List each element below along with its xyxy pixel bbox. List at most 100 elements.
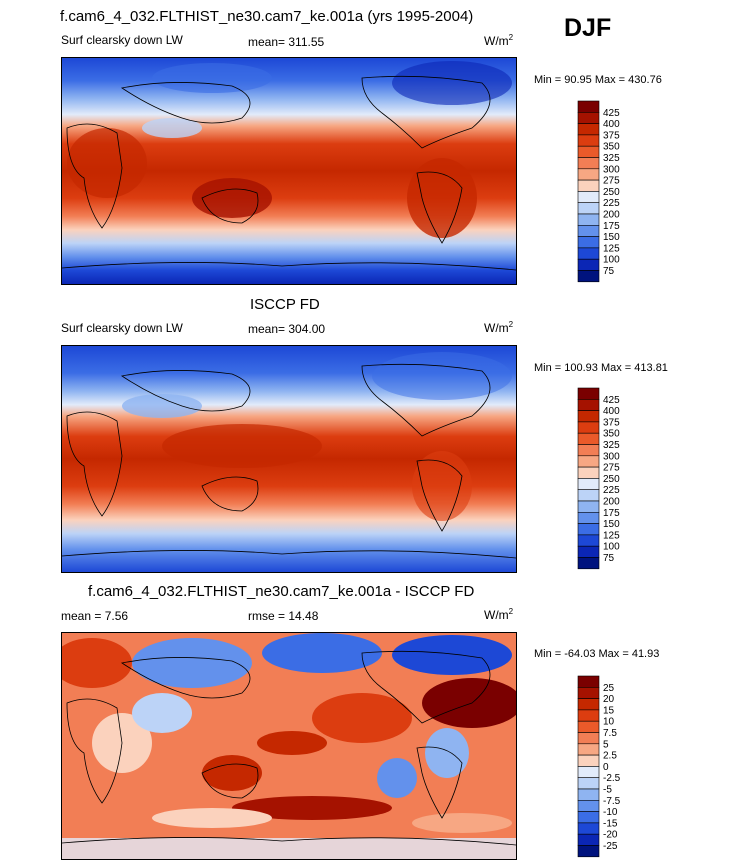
panel-2-colorbar-svg: 4254003753503253002752502252001751501251… (577, 387, 620, 570)
panel-3-minmax: Min = -64.03 Max = 41.93 (534, 648, 660, 660)
colorbar-swatch (577, 202, 600, 215)
colorbar-tick-label: 300 (603, 451, 620, 462)
colorbar-swatch (577, 145, 600, 158)
colorbar-swatch (577, 698, 600, 711)
colorbar-swatch (577, 455, 600, 468)
colorbar-swatch (577, 112, 600, 124)
colorbar-tick-label: 75 (603, 553, 615, 564)
colorbar-tick-label: -2.5 (603, 773, 621, 784)
colorbar-tick-label: -5 (603, 785, 612, 796)
panel-3-units: W/m2 (484, 607, 514, 622)
colorbar-tick-label: 2.5 (603, 751, 617, 762)
colorbar-swatch (577, 213, 600, 226)
colorbar-tick-label: 250 (603, 187, 620, 198)
colorbar-tick-label: 425 (603, 108, 620, 119)
panel-3-map (61, 632, 517, 860)
colorbar-tick-label: 7.5 (603, 728, 617, 739)
colorbar-tick-label: 125 (603, 243, 620, 254)
colorbar-swatch (577, 811, 600, 824)
panel-3-rmse: rmse = 14.48 (248, 609, 319, 623)
colorbar-swatch (577, 410, 600, 423)
panel-1-units: W/m2 (484, 33, 514, 48)
colorbar-swatch (577, 833, 600, 846)
colorbar-swatch (577, 168, 600, 181)
colorbar-tick-label: 10 (603, 717, 615, 728)
colorbar-swatch (577, 123, 600, 136)
colorbar-tick-label: 300 (603, 164, 620, 175)
colorbar-swatch (577, 500, 600, 513)
panel-1-variable: Surf clearsky down LW (61, 33, 183, 47)
panel-2-minmax: Min = 100.93 Max = 413.81 (534, 362, 668, 374)
panel-3-map-svg (62, 633, 516, 859)
colorbar-tick-label: 175 (603, 221, 620, 232)
panel-2-colorbar: 425 400 375 350 325 300 275 250 225 200 175 150 125 1… (577, 387, 638, 576)
colorbar-tick-label: 350 (603, 142, 620, 153)
colorbar-tick-label: 200 (603, 210, 620, 221)
season-label: DJF (564, 14, 612, 42)
colorbar-swatch (577, 387, 600, 400)
colorbar-swatch (577, 675, 600, 688)
panel-1-minmax: Min = 90.95 Max = 430.76 (534, 74, 662, 86)
colorbar-swatch (577, 687, 600, 699)
panel-2-variable: Surf clearsky down LW (61, 321, 183, 335)
colorbar-swatch (577, 100, 600, 113)
colorbar-tick-label: 375 (603, 130, 620, 141)
colorbar-tick-label: 100 (603, 255, 620, 266)
panel-1-colorbar: 425 400 375 350 325 300 275 250 225 200 175 150 125 1… (577, 100, 638, 289)
panel-1-map-svg (62, 58, 516, 284)
colorbar-swatch (577, 720, 600, 733)
colorbar-tick-label: 15 (603, 705, 615, 716)
colorbar-swatch (577, 466, 600, 479)
colorbar-tick-label: -20 (603, 830, 618, 841)
colorbar-tick-label: 375 (603, 417, 620, 428)
panel-2-map-svg (62, 346, 516, 572)
panel-3-title: f.cam6_4_032.FLTHIST_ne30.cam7_ke.001a -… (88, 583, 475, 600)
colorbar-tick-label: -7.5 (603, 796, 621, 807)
colorbar-swatch (577, 444, 600, 457)
colorbar-swatch (577, 179, 600, 192)
colorbar-tick-label: 350 (603, 429, 620, 440)
colorbar-tick-label: -10 (603, 807, 618, 818)
colorbar-swatch (577, 432, 600, 445)
colorbar-tick-label: 400 (603, 406, 620, 417)
colorbar-tick-label: 225 (603, 485, 620, 496)
panel-1-title: f.cam6_4_032.FLTHIST_ne30.cam7_ke.001a (… (60, 8, 474, 25)
colorbar-tick-label: 20 (603, 694, 615, 705)
panel-2-map (61, 345, 517, 573)
colorbar-tick-label: 250 (603, 474, 620, 485)
colorbar-tick-label: 275 (603, 463, 620, 474)
colorbar-swatch (577, 822, 600, 835)
colorbar-tick-label: 150 (603, 232, 620, 243)
colorbar-swatch (577, 732, 600, 745)
colorbar-swatch (577, 754, 600, 767)
panel-1-mean: mean= 311.55 (248, 35, 325, 49)
colorbar-swatch (577, 191, 600, 204)
colorbar-swatch (577, 399, 600, 411)
panel-1-colorbar-svg: 4254003753503253002752502252001751501251… (577, 100, 620, 283)
colorbar-tick-label: 400 (603, 119, 620, 130)
colorbar-swatch (577, 534, 600, 547)
panel-1-map (61, 57, 517, 285)
colorbar-swatch (577, 845, 600, 858)
colorbar-tick-label: 100 (603, 542, 620, 553)
colorbar-swatch (577, 134, 600, 147)
colorbar-tick-label: 225 (603, 198, 620, 209)
panel-2-title: ISCCP FD (250, 296, 320, 313)
colorbar-swatch (577, 225, 600, 237)
panel-2-mean: mean= 304.00 (248, 322, 326, 336)
colorbar-tick-label: -15 (603, 818, 618, 829)
colorbar-swatch (577, 557, 600, 570)
colorbar-swatch (577, 523, 600, 536)
colorbar-tick-label: 5 (603, 739, 609, 750)
colorbar-swatch (577, 258, 600, 271)
colorbar-tick-label: 25 (603, 683, 615, 694)
colorbar-swatch (577, 236, 600, 249)
colorbar-swatch (577, 157, 600, 170)
panel-3-colorbar: 25 20 15 10 7.5 5 2.5 0 -2.5 -5 -7.5 -10 -15 -20 -25 (577, 675, 638, 864)
colorbar-tick-label: 425 (603, 395, 620, 406)
colorbar-swatch (577, 545, 600, 558)
colorbar-tick-label: 75 (603, 266, 615, 277)
colorbar-swatch (577, 512, 600, 524)
colorbar-tick-label: 175 (603, 508, 620, 519)
